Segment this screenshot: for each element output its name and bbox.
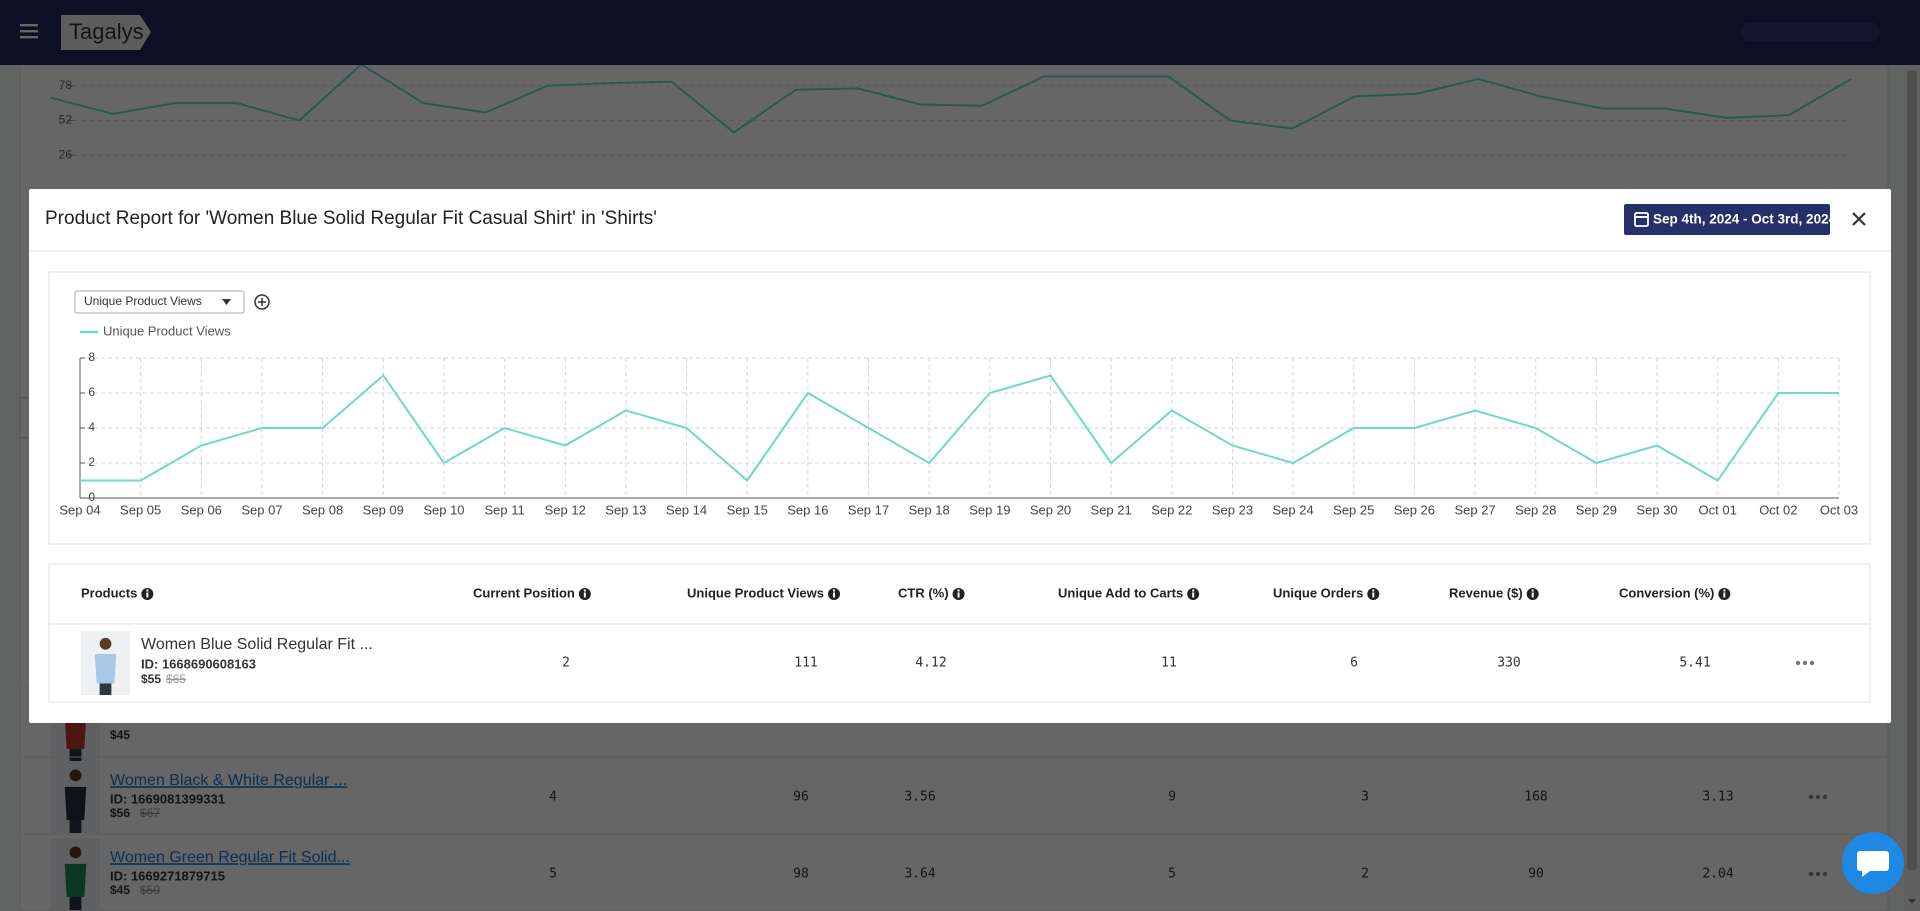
column-header: CTR (%) bbox=[898, 585, 949, 600]
x-tick-label: Sep 15 bbox=[727, 502, 768, 517]
select-caret bbox=[222, 299, 231, 305]
x-tick-label: Sep 10 bbox=[423, 502, 464, 517]
column-header: Conversion (%) bbox=[1619, 585, 1714, 600]
column-header: Unique Orders bbox=[1273, 585, 1363, 600]
cell-value: 4.12 bbox=[915, 656, 946, 671]
calendar-icon bbox=[1634, 212, 1649, 227]
modal-title: Product Report for 'Women Blue Solid Reg… bbox=[45, 208, 657, 229]
product-image-body bbox=[94, 654, 117, 684]
column-header: Unique Add to Carts bbox=[1058, 585, 1183, 600]
x-tick-label: Sep 13 bbox=[605, 502, 646, 517]
x-tick-label: Sep 18 bbox=[909, 502, 950, 517]
info-icon-dot bbox=[583, 589, 586, 592]
product-name: Women Blue Solid Regular Fit ... bbox=[141, 636, 373, 653]
column-header: Products bbox=[81, 585, 137, 600]
x-tick-label: Sep 16 bbox=[787, 502, 828, 517]
legend-label: Unique Product Views bbox=[103, 323, 231, 338]
x-tick-label: Sep 08 bbox=[302, 502, 343, 517]
metric-select[interactable] bbox=[74, 290, 245, 314]
x-tick-label: Sep 22 bbox=[1151, 502, 1192, 517]
x-tick-label: Oct 02 bbox=[1759, 502, 1797, 517]
chart-card bbox=[48, 271, 1871, 545]
cell-value: 111 bbox=[794, 656, 817, 671]
x-tick-label: Sep 25 bbox=[1333, 502, 1374, 517]
close-button[interactable] bbox=[1852, 212, 1866, 226]
y-tick-label: 0 bbox=[88, 490, 95, 504]
info-icon-stem bbox=[1531, 592, 1534, 598]
cell-value: 330 bbox=[1497, 656, 1520, 671]
column-header: Current Position bbox=[473, 585, 575, 600]
x-tick-label: Sep 29 bbox=[1576, 502, 1617, 517]
info-icon-stem bbox=[957, 592, 960, 598]
info-icon-dot bbox=[1372, 589, 1375, 592]
info-icon-dot bbox=[146, 589, 149, 592]
info-icon-stem bbox=[1723, 592, 1726, 598]
more-dot[interactable] bbox=[1802, 660, 1808, 666]
x-tick-label: Sep 28 bbox=[1515, 502, 1556, 517]
data-line bbox=[80, 374, 1839, 482]
chat-icon bbox=[1857, 851, 1889, 877]
info-icon-stem bbox=[1192, 592, 1195, 598]
cell-value: 2 bbox=[562, 656, 570, 671]
more-dot[interactable] bbox=[1795, 660, 1801, 666]
info-icon-dot bbox=[833, 589, 836, 592]
add-metric-plus bbox=[258, 298, 266, 306]
y-tick-label: 4 bbox=[88, 420, 95, 434]
date-range-button[interactable] bbox=[1624, 204, 1830, 235]
add-metric-button[interactable] bbox=[254, 294, 270, 310]
x-tick-label: Sep 27 bbox=[1454, 502, 1495, 517]
y-tick-label: 6 bbox=[88, 385, 95, 399]
x-tick-label: Sep 09 bbox=[363, 502, 404, 517]
table-card bbox=[48, 563, 1871, 703]
info-icon-stem bbox=[146, 592, 149, 598]
x-tick-label: Oct 03 bbox=[1820, 502, 1858, 517]
x-tick-label: Sep 12 bbox=[545, 502, 586, 517]
x-tick-label: Sep 06 bbox=[181, 502, 222, 517]
x-tick-label: Sep 30 bbox=[1636, 502, 1677, 517]
x-tick-label: Sep 11 bbox=[484, 502, 524, 517]
x-tick-label: Sep 24 bbox=[1273, 502, 1314, 517]
info-icon-stem bbox=[1372, 592, 1375, 598]
x-tick-label: Sep 04 bbox=[59, 502, 100, 517]
x-tick-label: Sep 05 bbox=[120, 502, 161, 517]
x-tick-label: Sep 07 bbox=[241, 502, 282, 517]
x-tick-label: Sep 21 bbox=[1091, 502, 1132, 517]
product-price: $55 bbox=[141, 672, 161, 686]
product-id: ID: 1668690608163 bbox=[141, 656, 256, 671]
x-tick-label: Sep 19 bbox=[969, 502, 1010, 517]
info-icon-dot bbox=[1192, 589, 1195, 592]
info-icon-stem bbox=[583, 592, 586, 598]
info-icon-dot bbox=[1723, 589, 1726, 592]
y-tick-label: 8 bbox=[88, 350, 95, 364]
cell-value: 11 bbox=[1161, 656, 1177, 671]
x-tick-label: Sep 17 bbox=[848, 502, 889, 517]
product-image-legs bbox=[99, 683, 112, 695]
cell-value: 6 bbox=[1350, 656, 1358, 671]
metric-select-label: Unique Product Views bbox=[84, 294, 202, 308]
x-tick-label: Sep 26 bbox=[1394, 502, 1435, 517]
compare-price: $65 bbox=[166, 672, 186, 686]
column-header: Revenue ($) bbox=[1449, 585, 1523, 600]
x-tick-label: Sep 20 bbox=[1030, 502, 1071, 517]
more-dot[interactable] bbox=[1809, 660, 1815, 666]
column-header: Unique Product Views bbox=[687, 585, 824, 600]
info-icon-dot bbox=[957, 589, 960, 592]
modal: Product Report for 'Women Blue Solid Reg… bbox=[29, 189, 1891, 723]
x-tick-label: Oct 01 bbox=[1699, 502, 1737, 517]
cell-value: 5.41 bbox=[1679, 656, 1710, 671]
x-tick-label: Sep 23 bbox=[1212, 502, 1253, 517]
product-image-head bbox=[99, 637, 112, 650]
x-tick-label: Sep 14 bbox=[666, 502, 707, 517]
info-icon-stem bbox=[833, 592, 836, 598]
y-tick-label: 2 bbox=[88, 455, 95, 469]
info-icon-dot bbox=[1531, 589, 1534, 592]
date-range: Sep 4th, 2024 - Oct 3rd, 2024 bbox=[1653, 212, 1837, 227]
